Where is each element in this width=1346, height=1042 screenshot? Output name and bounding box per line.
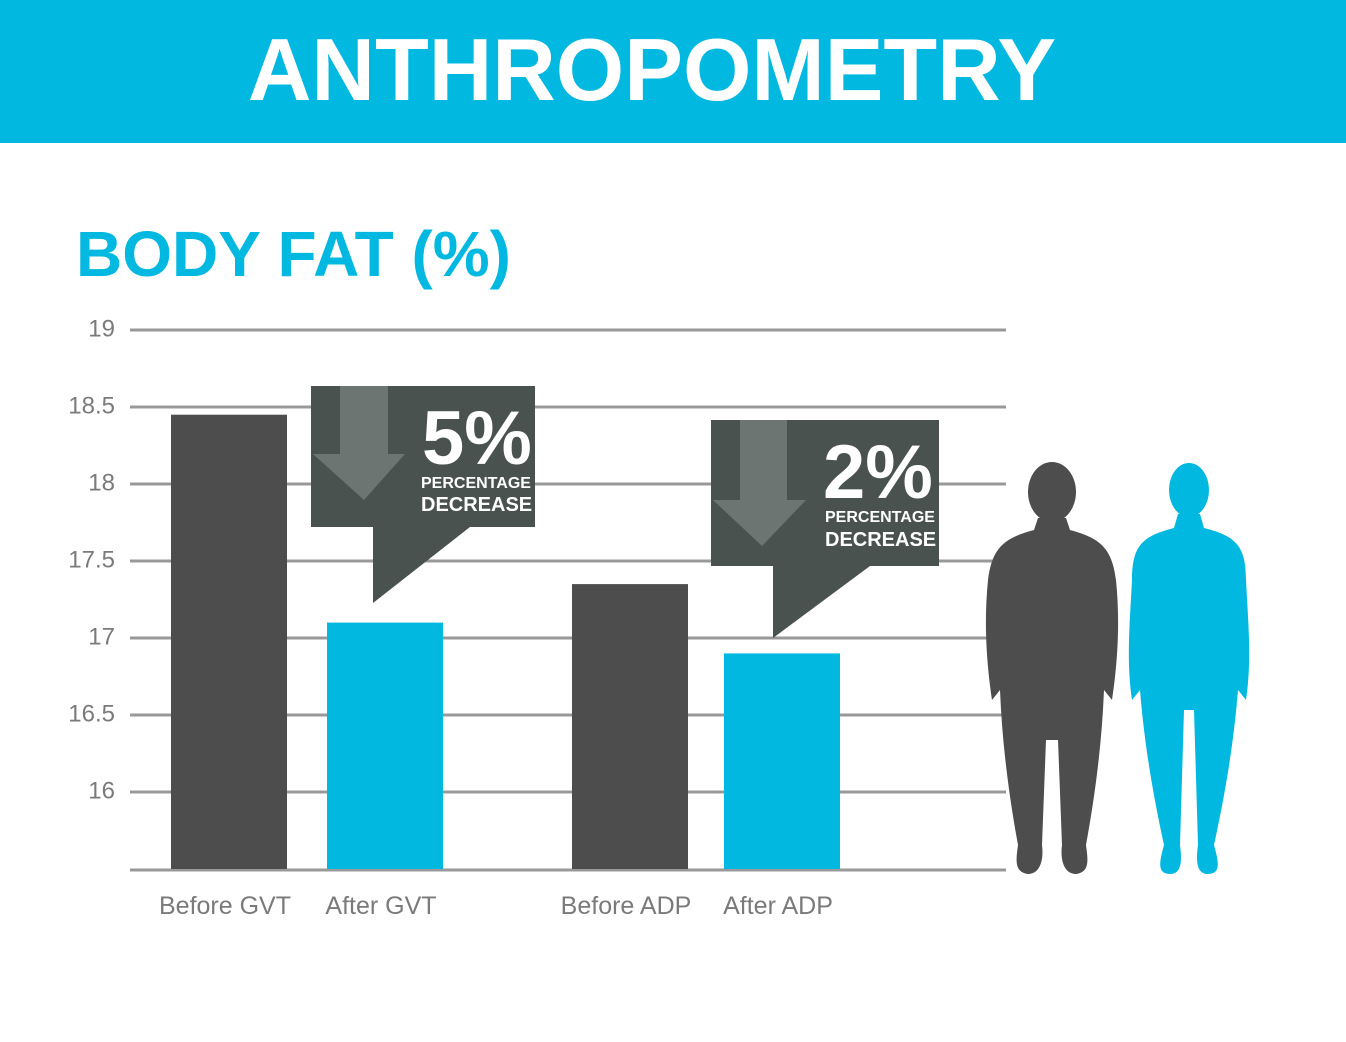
y-tick-label: 16.5 xyxy=(68,700,115,727)
callout-text: PERCENTAGE xyxy=(421,475,531,492)
callout-number: 5% xyxy=(422,396,532,481)
x-tick-label: Before ADP xyxy=(561,892,692,920)
y-tick-label: 17 xyxy=(88,623,115,650)
chart-title: BODY FAT (%) xyxy=(76,218,511,290)
callout-text: DECREASE xyxy=(825,529,936,551)
bar xyxy=(171,414,287,869)
silhouette-before xyxy=(985,462,1119,874)
header-title: ANTHROPOMETRY xyxy=(248,20,1056,119)
y-tick-label: 18 xyxy=(88,469,115,496)
arrow-icon xyxy=(313,386,405,500)
x-tick-label: Before GVT xyxy=(159,892,291,920)
bar xyxy=(724,653,840,869)
callout-text: PERCENTAGE xyxy=(825,509,935,526)
y-tick-label: 19 xyxy=(88,315,115,342)
y-tick-label: 16 xyxy=(88,777,115,804)
callout-number: 2% xyxy=(823,430,933,515)
arrow-icon xyxy=(713,420,806,546)
callout: 5% PERCENTAGE DECREASE xyxy=(311,386,535,603)
callout: 2% PERCENTAGE DECREASE xyxy=(711,420,939,638)
x-tick-label: After GVT xyxy=(325,892,436,920)
x-tick-label: After ADP xyxy=(723,892,833,920)
header-bar xyxy=(0,0,1346,143)
bar xyxy=(327,622,443,869)
bar xyxy=(572,584,688,869)
callout-text: DECREASE xyxy=(421,494,532,516)
y-tick-label: 17.5 xyxy=(68,546,115,573)
silhouette-after xyxy=(1128,463,1250,874)
bars xyxy=(171,414,840,869)
y-tick-label: 18.5 xyxy=(68,392,115,419)
